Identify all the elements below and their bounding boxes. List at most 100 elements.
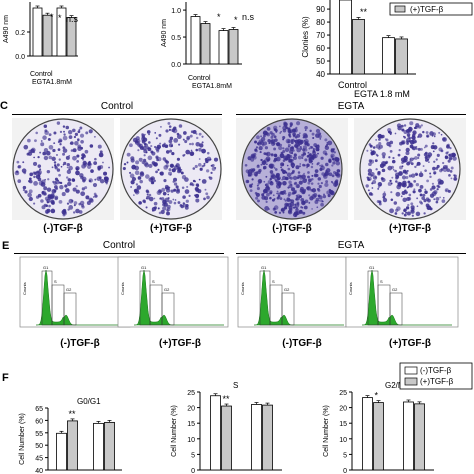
colony-dot <box>271 174 276 179</box>
colony-dot <box>395 180 398 183</box>
colony-dot <box>410 205 415 210</box>
colony-dot <box>284 157 289 161</box>
colony-dot <box>301 174 306 180</box>
colony-dot <box>251 170 255 173</box>
y-tick-label: 25 <box>339 390 347 397</box>
colony-dot <box>265 200 268 203</box>
colony-dot <box>155 156 159 160</box>
colony-dot <box>433 172 436 175</box>
y-tick-label: 0.5 <box>171 35 181 42</box>
colony-dot <box>168 171 173 176</box>
y-tick-label: 0.2 <box>15 30 25 37</box>
colony-dot <box>76 159 80 163</box>
colony-dot <box>304 148 308 152</box>
colony-dot <box>405 147 410 152</box>
colony-dot <box>151 209 154 212</box>
colony-dot <box>365 184 369 188</box>
colony-dot <box>408 182 414 188</box>
colony-dot <box>54 166 58 170</box>
colony-dot <box>66 169 72 175</box>
colony-dot <box>318 184 322 189</box>
colony-dot <box>153 179 156 182</box>
chart-title: G0/G1 <box>77 397 101 406</box>
colony-dot <box>251 183 254 186</box>
colony-dot <box>273 167 276 169</box>
colony-dot <box>422 130 425 134</box>
colony-dot <box>279 153 285 159</box>
colony-dot <box>372 146 376 149</box>
colony-dot <box>288 134 291 137</box>
colony-dot <box>141 136 146 140</box>
colony-dot <box>442 137 446 141</box>
colony-dot <box>281 175 287 181</box>
colony-dot <box>263 180 266 183</box>
colony-dot <box>288 158 293 163</box>
colony-dot <box>148 196 154 202</box>
colony-dot <box>201 179 207 184</box>
colony-dot <box>188 194 191 198</box>
colony-dot <box>304 199 309 204</box>
colony-dot <box>172 180 175 183</box>
gate-label: S <box>272 279 275 284</box>
colony-dot <box>320 156 324 160</box>
colony-dot <box>408 126 413 132</box>
colony-dot <box>143 142 147 146</box>
colony-dot <box>24 190 28 194</box>
colony-dot <box>141 161 145 164</box>
colony-dot <box>307 151 310 154</box>
colony-dot <box>182 138 185 141</box>
colony-dot <box>81 187 85 191</box>
colony-dot <box>394 132 397 135</box>
colony-dot <box>97 144 102 149</box>
colony-dot <box>322 200 324 203</box>
colony-dot <box>405 191 408 194</box>
colony-dot <box>427 158 430 161</box>
colony-dot <box>405 151 410 156</box>
colony-dot <box>262 130 268 136</box>
colony-dot <box>69 142 72 145</box>
colony-dot <box>182 154 185 157</box>
colony-dot <box>99 150 103 154</box>
colony-dot <box>59 184 64 190</box>
colony-dot <box>134 165 140 171</box>
colony-dot <box>56 153 58 156</box>
colony-dot <box>409 121 414 126</box>
colony-dot <box>417 133 423 138</box>
y-tick-label: 20 <box>187 406 195 413</box>
colony-dot <box>301 153 305 157</box>
colony-dot <box>388 156 391 159</box>
colony-dot <box>425 131 429 134</box>
colony-dot <box>155 137 158 140</box>
panel-c-control-line <box>12 114 222 115</box>
colony-dot <box>393 201 398 205</box>
colony-dot <box>396 206 401 211</box>
colony-dot <box>61 192 66 197</box>
colony-dot <box>280 130 283 133</box>
colony-dot <box>370 172 375 177</box>
colony-dot <box>412 190 416 194</box>
colony-dot <box>448 174 451 177</box>
panel-b-chart: 90 80 70 60 50 40 Clonies (%) (+)TGF-β ** Control… <box>301 0 473 99</box>
colony-dot <box>134 189 140 195</box>
colony-dot <box>306 186 310 190</box>
colony-dot <box>40 140 43 142</box>
colony-dot <box>195 198 200 203</box>
colony-dot <box>66 166 69 169</box>
colony-dot <box>287 143 291 147</box>
gate-label: G1 <box>43 265 49 270</box>
colony-dot <box>334 157 340 162</box>
y-tick-label: 0 <box>191 468 195 474</box>
colony-dot <box>98 176 102 180</box>
colony-dot <box>274 210 278 214</box>
flow-label-control-minus: (-)TGF-β <box>60 338 100 349</box>
colony-dot <box>170 189 174 193</box>
colony-dot <box>198 158 201 160</box>
colony-dot <box>256 184 259 187</box>
colony-dot <box>422 193 426 197</box>
colony-dot <box>419 185 424 189</box>
colony-dot <box>176 134 182 140</box>
colony-dot <box>57 179 60 182</box>
colony-dot <box>80 156 84 160</box>
colony-dot <box>331 174 335 178</box>
